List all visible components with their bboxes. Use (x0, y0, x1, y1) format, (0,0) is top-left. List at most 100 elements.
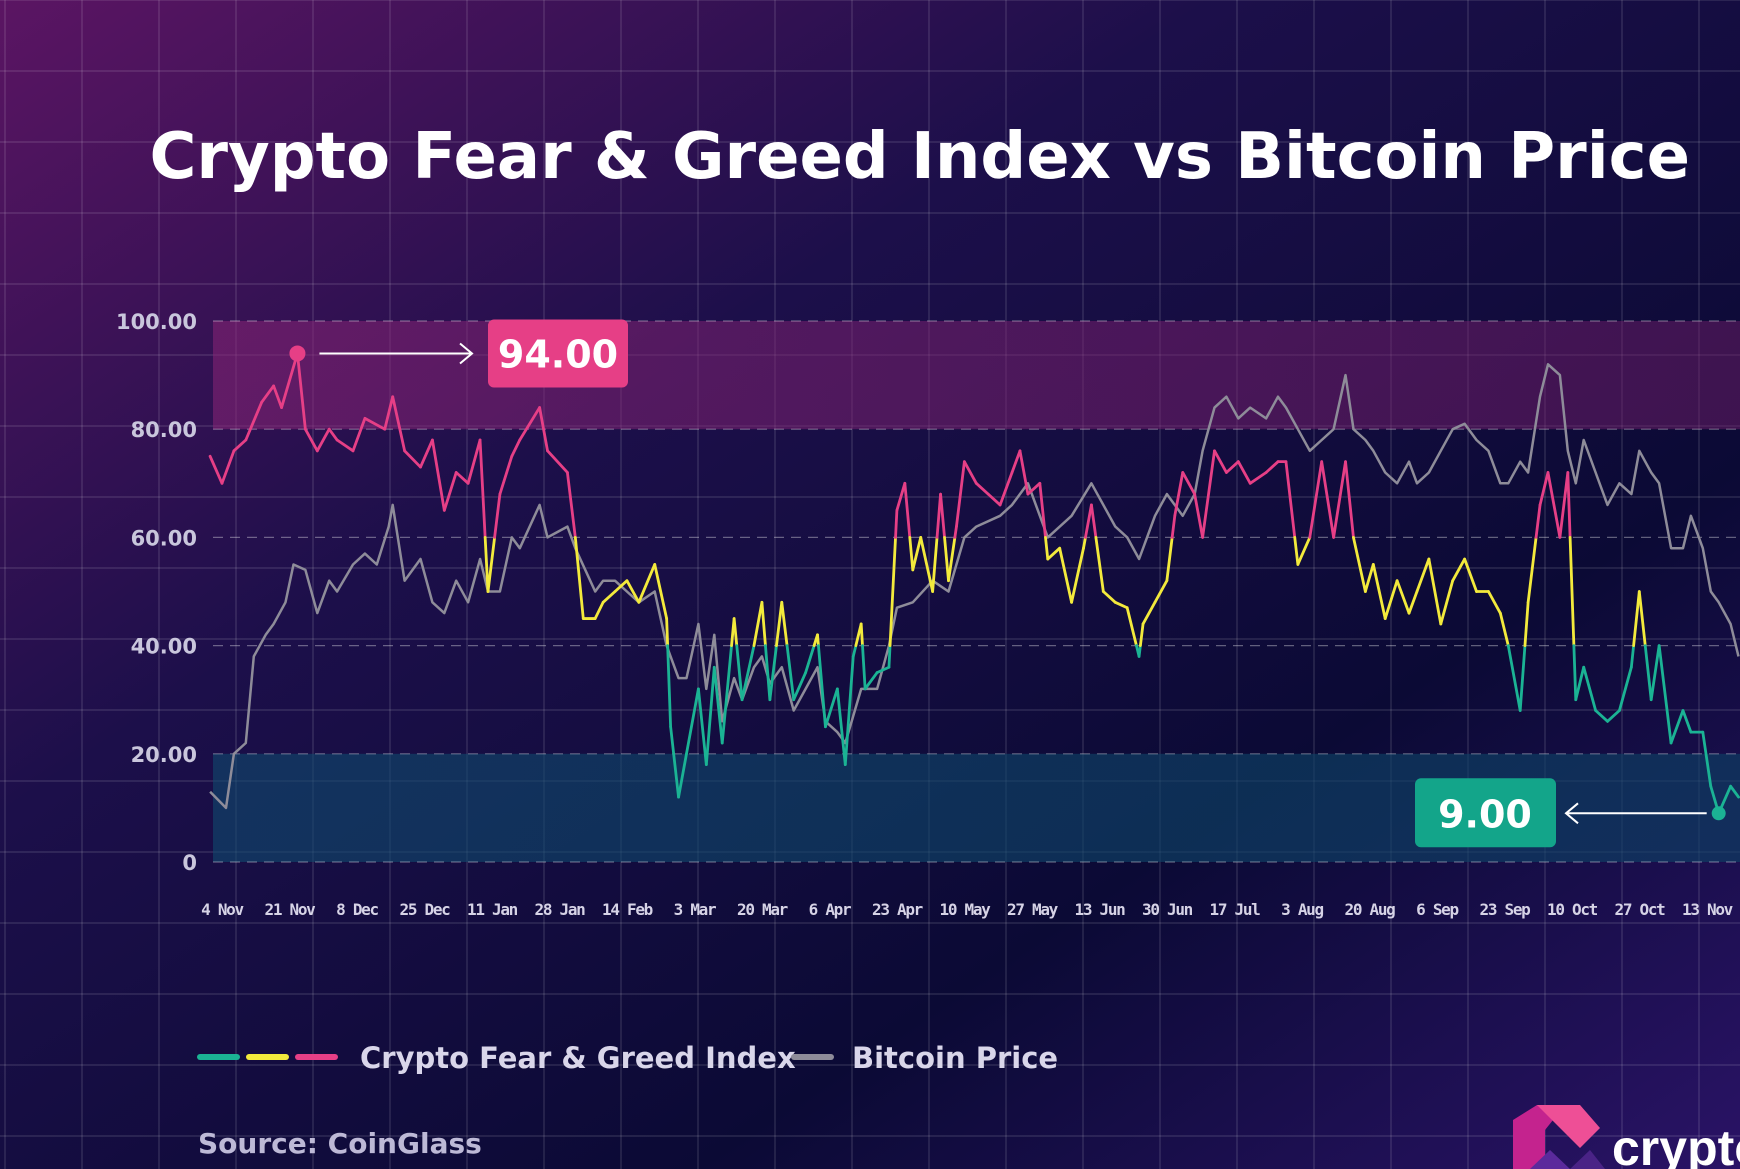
x-tick-label: 14 Feb (602, 900, 653, 919)
fear-greed-segment (1487, 590, 1502, 615)
fear-greed-segment (1193, 492, 1204, 539)
x-tick-label: 4 Nov (201, 900, 244, 919)
fear-greed-segment (1546, 471, 1562, 539)
fear-greed-segment (1236, 460, 1252, 485)
fear-greed-segment (220, 449, 236, 485)
fear-greed-segment (1308, 460, 1324, 539)
y-tick-label: 20.00 (131, 743, 197, 767)
fear-greed-segment (1293, 536, 1300, 566)
fear-greed-segment (1657, 644, 1673, 745)
fear-greed-segment (303, 427, 319, 453)
x-tick-label: 28 Jan (535, 900, 586, 919)
fear-greed-segment (1681, 709, 1693, 734)
fear-greed-segment (953, 525, 958, 539)
fear-greed-segment (895, 481, 907, 512)
x-tick-label: 25 Dec (400, 900, 451, 919)
y-axis-ticks: 0 20.00 40.00 60.00 80.00 100.00 (116, 310, 197, 875)
fear-greed-segment (1618, 665, 1633, 712)
fear-greed-segment (1632, 590, 1641, 647)
x-tick-label: 13 Jun (1075, 900, 1126, 919)
fear-greed-segment (986, 492, 1002, 507)
x-tick-label: 8 Dec (336, 900, 378, 919)
fear-greed-segment (666, 644, 673, 729)
fear-greed-segment (768, 644, 778, 702)
fear-greed-segment (947, 536, 957, 583)
fear-greed-segment (908, 536, 915, 572)
fear-greed-segment (1084, 503, 1093, 539)
y-tick-label: 80.00 (131, 418, 197, 442)
fear-greed-segment (1669, 709, 1685, 745)
fear-greed-segment (1173, 471, 1185, 518)
fear-greed-segment (939, 492, 946, 539)
x-tick-label: 20 Mar (737, 900, 788, 919)
fear-greed-segment (1568, 536, 1576, 647)
fear-greed-segment (1264, 460, 1280, 474)
fear-greed-segment (1165, 536, 1174, 583)
fear-greed-segment (1248, 471, 1268, 485)
fear-greed-segment (1538, 471, 1550, 507)
y-tick-label: 60.00 (131, 526, 197, 550)
fear-greed-segment (974, 481, 990, 496)
fear-greed-segment (327, 427, 339, 442)
fear-greed-segment (1101, 590, 1117, 604)
fear-greed-segment (486, 536, 497, 593)
fear-greed-segment (1629, 644, 1636, 669)
fear-greed-segment (1594, 709, 1609, 723)
arrow-head-icon (1564, 802, 1579, 825)
fear-greed-segment (764, 644, 772, 702)
fear-greed-segment (637, 563, 657, 604)
legend-label-fear-greed: Crypto Fear & Greed Index (360, 1041, 796, 1075)
fear-greed-segment (792, 671, 807, 702)
fear-greed-segment (780, 600, 789, 647)
y-tick-label: 100.00 (116, 310, 197, 334)
x-tick-label: 6 Sep (1416, 900, 1458, 919)
fear-greed-segment (931, 536, 939, 593)
fear-greed-segment (669, 725, 680, 799)
low-label: 9.00 (1438, 792, 1532, 836)
fear-greed-segment (1729, 784, 1740, 799)
fear-greed-segment (1407, 590, 1419, 615)
fear-greed-segment (785, 644, 796, 702)
bitcoin-price-line (209, 363, 1740, 810)
fear-greed-segment (1225, 460, 1240, 474)
y-tick-label: 0 (182, 851, 197, 875)
peak-marker (289, 345, 306, 362)
fear-greed-segment (1070, 546, 1085, 604)
annotations: 94.00 9.00 (289, 319, 1726, 848)
fear-greed-segment (1018, 449, 1030, 496)
x-tick-label: 3 Aug (1281, 900, 1323, 919)
fear-greed-segment (1506, 644, 1522, 712)
fear-greed-segment (1332, 460, 1347, 539)
fear-greed-segment (1113, 600, 1129, 610)
fear-greed-segment (955, 460, 966, 528)
fear-greed-segment (704, 665, 716, 767)
fear-greed-segment (1558, 471, 1570, 539)
low-marker (1711, 806, 1726, 821)
fear-greed-segment (1534, 503, 1542, 539)
fear-greed-segment (775, 600, 784, 647)
fear-greed-segment (244, 400, 264, 442)
y-tick-label: 40.00 (131, 635, 197, 659)
x-axis-ticks: 4 Nov 21 Nov 8 Dec 25 Dec 11 Jan 28 Jan 14 Feb… (201, 900, 1735, 919)
fear-greed-segment (1451, 557, 1467, 583)
fear-greed-segment (1371, 563, 1387, 620)
fear-greed-segment (943, 536, 950, 583)
fear-greed-segment (1213, 449, 1228, 474)
fear-greed-segment (1352, 536, 1367, 593)
peak-label: 94.00 (498, 332, 618, 376)
fear-greed-segment (732, 617, 739, 647)
fear-greed-segment (272, 384, 283, 409)
fear-greed-segment (1395, 579, 1411, 615)
fear-greed-segment (1363, 563, 1375, 593)
fear-greed-segment (888, 536, 897, 647)
logo-text: crypto (1612, 1120, 1740, 1169)
x-tick-label: 23 Apr (872, 900, 923, 919)
fear-greed-segment (296, 352, 307, 431)
fear-greed-segment (817, 644, 827, 729)
fear-greed-segment (919, 536, 935, 593)
fear-greed-segment (573, 536, 585, 620)
fear-greed-segment (816, 633, 820, 647)
fear-greed-segment (538, 406, 549, 453)
fear-greed-segment (1137, 644, 1142, 658)
